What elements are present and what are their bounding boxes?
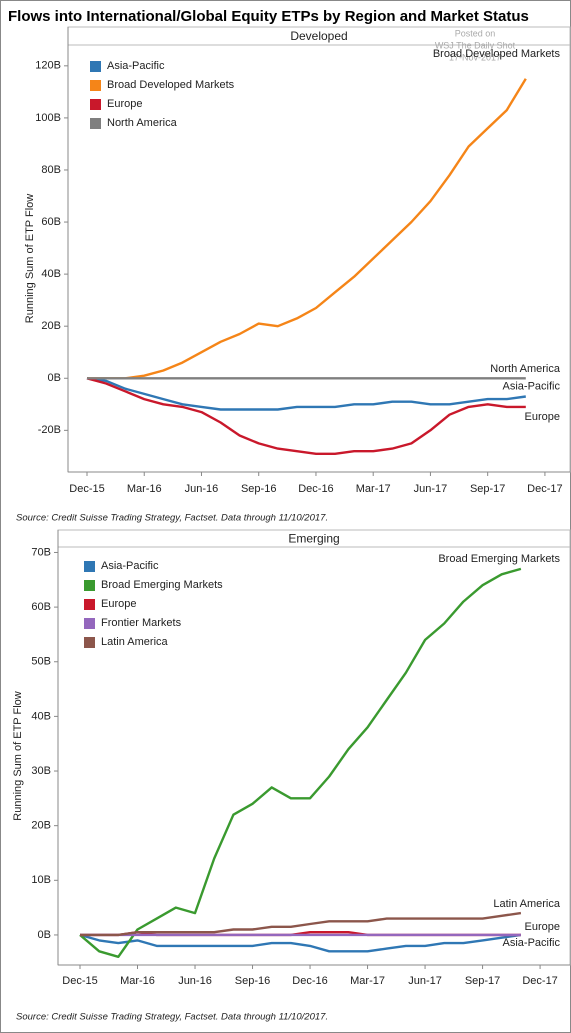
watermark: Posted on [455, 28, 496, 38]
series-end-label: Latin America [493, 898, 561, 910]
legend-swatch [84, 580, 95, 591]
y-tick-label: 40B [31, 710, 51, 722]
y-tick-label: 0B [38, 929, 51, 941]
x-tick-label: Dec-15 [69, 483, 104, 495]
x-tick-label: Sep-17 [465, 975, 500, 987]
y-tick-label: 0B [48, 372, 61, 384]
x-tick-label: Dec-17 [522, 975, 557, 987]
series-end-label: Broad Developed Markets [433, 48, 561, 60]
legend-swatch [84, 637, 95, 648]
y-tick-label: 80B [41, 164, 61, 176]
legend-swatch [84, 618, 95, 629]
x-tick-label: Dec-16 [298, 483, 333, 495]
series-line [80, 911, 522, 937]
y-axis-label: Running Sum of ETP Flow [12, 691, 24, 820]
y-axis-label: Running Sum of ETP Flow [24, 194, 36, 323]
series-end-label: Asia-Pacific [503, 937, 561, 949]
series-line [86, 377, 526, 455]
panel-title: Developed [290, 29, 347, 43]
x-tick-label: Jun-16 [178, 975, 212, 987]
series-end-label: Broad Emerging Markets [438, 553, 560, 565]
legend-swatch [90, 61, 101, 72]
x-tick-label: Mar-16 [120, 975, 155, 987]
legend-swatch [90, 80, 101, 91]
watermark: 17-Nov-2017 [449, 52, 501, 62]
legend-label: Asia-Pacific [101, 560, 159, 572]
y-tick-label: 30B [31, 765, 51, 777]
legend-label: Broad Developed Markets [107, 79, 235, 91]
x-tick-label: Sep-16 [235, 975, 270, 987]
legend-label: Broad Emerging Markets [101, 579, 223, 591]
y-tick-label: 60B [31, 601, 51, 613]
x-tick-label: Jun-17 [408, 975, 442, 987]
series-line [79, 933, 522, 953]
y-tick-label: 10B [31, 874, 51, 886]
legend-swatch [90, 99, 101, 110]
y-tick-label: 100B [35, 112, 61, 124]
y-tick-label: 50B [31, 656, 51, 668]
x-tick-label: Mar-16 [127, 483, 162, 495]
x-tick-label: Jun-17 [414, 483, 448, 495]
y-tick-label: 40B [41, 268, 61, 280]
watermark: WSJ The Daily Shot [435, 40, 516, 50]
source-note: Source: Credit Suisse Trading Strategy, … [16, 513, 328, 524]
legend-label: Latin America [101, 636, 169, 648]
x-tick-label: Mar-17 [350, 975, 385, 987]
y-tick-label: 70B [31, 546, 51, 558]
y-tick-label: 20B [31, 820, 51, 832]
x-tick-label: Dec-17 [527, 483, 562, 495]
x-tick-label: Mar-17 [356, 483, 391, 495]
series-end-label: Asia-Pacific [503, 380, 561, 392]
source-note: Source: Credit Suisse Trading Strategy, … [16, 1012, 328, 1023]
x-tick-label: Sep-16 [241, 483, 276, 495]
legend-label: Europe [101, 598, 136, 610]
legend-label: Frontier Markets [101, 617, 182, 629]
series-line [86, 377, 526, 411]
legend-swatch [84, 561, 95, 572]
legend-swatch [90, 118, 101, 129]
series-end-label: Europe [525, 921, 560, 933]
panel-title: Emerging [288, 532, 339, 546]
legend-swatch [84, 599, 95, 610]
x-tick-label: Sep-17 [470, 483, 505, 495]
y-tick-label: -20B [38, 424, 61, 436]
y-tick-label: 20B [41, 320, 61, 332]
x-tick-label: Dec-15 [62, 975, 97, 987]
y-tick-label: 60B [41, 216, 61, 228]
series-end-label: Europe [525, 411, 560, 423]
series-end-label: North America [490, 363, 561, 375]
x-tick-label: Jun-16 [185, 483, 219, 495]
x-tick-label: Dec-16 [292, 975, 327, 987]
legend-label: North America [107, 117, 178, 129]
series-line [87, 78, 527, 380]
y-tick-label: 120B [35, 60, 61, 72]
series-line [79, 567, 522, 958]
page-title: Flows into International/Global Equity E… [8, 8, 529, 25]
legend-label: Europe [107, 98, 142, 110]
legend-label: Asia-Pacific [107, 60, 165, 72]
